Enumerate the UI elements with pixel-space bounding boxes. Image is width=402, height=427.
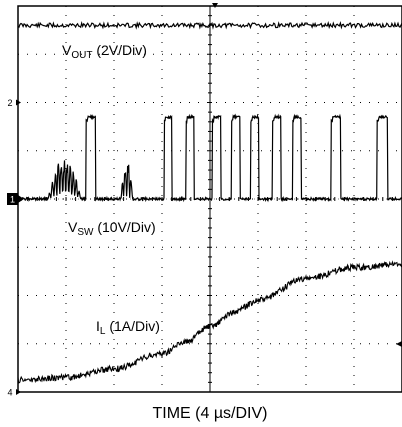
channel-marker-box bbox=[7, 193, 18, 205]
channel-marker-arrow-icon bbox=[16, 389, 21, 395]
channel-marker-label: 2 bbox=[7, 98, 12, 108]
right-edge-arrow-icon bbox=[396, 341, 402, 347]
vout-label: VOUT (2V/Div) bbox=[62, 42, 147, 61]
trigger-position-icon bbox=[212, 3, 218, 8]
x-axis-label: TIME (4 µs/DIV) bbox=[153, 405, 268, 422]
vsw-label: VSW (10V/Div) bbox=[68, 219, 156, 238]
vsw-trace bbox=[17, 113, 402, 203]
channel-marker-arrow-icon bbox=[16, 99, 21, 106]
channel-marker-label: 4 bbox=[7, 388, 12, 398]
traces bbox=[17, 21, 402, 384]
il-label: IL (1A/Div) bbox=[96, 318, 160, 337]
channel-marker-label: 1 bbox=[10, 195, 15, 205]
il-trace bbox=[17, 260, 402, 384]
vout-trace bbox=[17, 21, 402, 30]
